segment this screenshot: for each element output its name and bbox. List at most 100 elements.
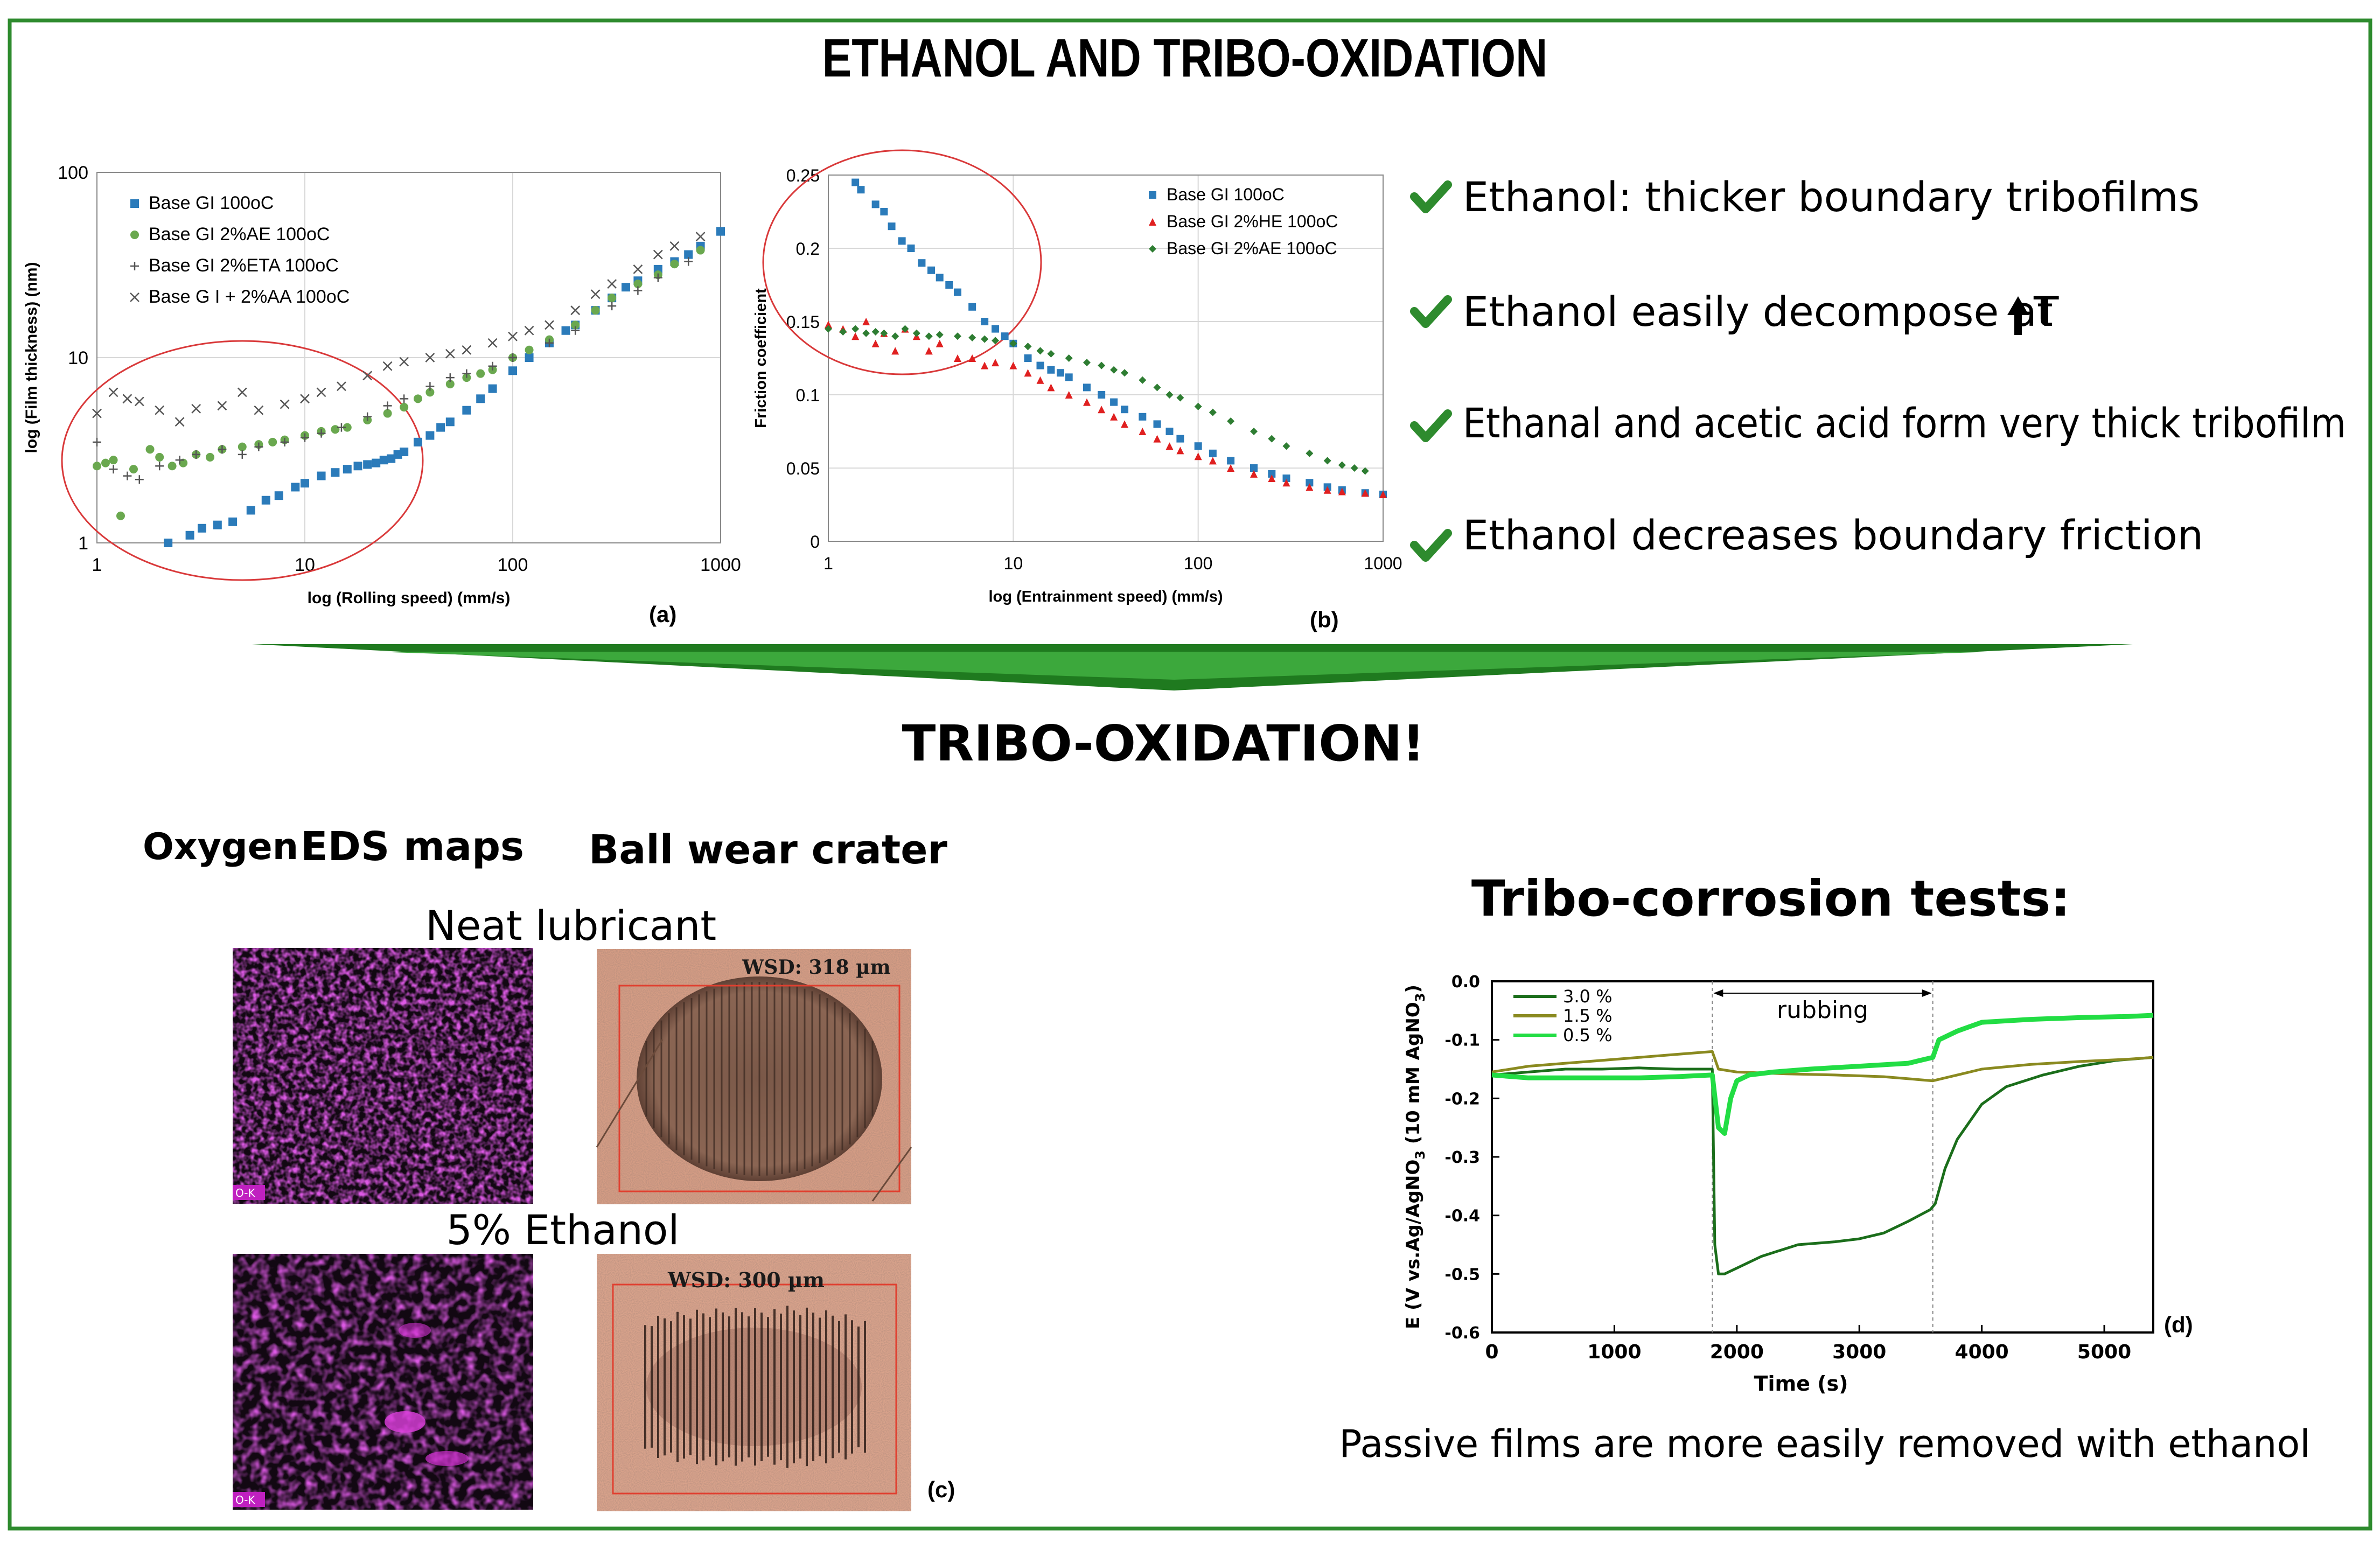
- x-tick-label: 3000: [1832, 1341, 1886, 1363]
- x-tick-label: 5000: [2077, 1341, 2131, 1363]
- data-point: [880, 329, 888, 337]
- data-point: [907, 245, 915, 252]
- data-point: [871, 328, 880, 336]
- data-point: [945, 281, 953, 289]
- data-point: [109, 465, 118, 474]
- data-point: [925, 347, 933, 355]
- data-point: [206, 452, 215, 462]
- y-tick-label: 10: [68, 348, 88, 368]
- data-point: [1024, 354, 1032, 362]
- x-tick-label: 1000: [700, 555, 741, 575]
- label-part: ): [1402, 985, 1424, 993]
- data-point: [291, 483, 300, 492]
- series-line: [1491, 1056, 2154, 1275]
- x-tick-label: 1: [823, 554, 833, 573]
- chart-a-film-thickness: 1 10 100 1 10 100 1000 log (Rolling speed) (mm/…: [23, 163, 741, 627]
- data-point: [857, 186, 865, 194]
- data-point: [317, 471, 326, 480]
- data-point: [825, 320, 832, 329]
- data-point: [1176, 394, 1184, 402]
- data-point: [300, 394, 310, 404]
- data-point: [238, 450, 247, 459]
- bullet-item: Ethanol decreases boundary friction: [1410, 511, 2203, 562]
- bullet-text: Ethanol easily decompose at: [1463, 288, 2053, 336]
- data-point: [1121, 406, 1129, 414]
- data-point: [425, 431, 435, 440]
- data-point: [316, 387, 326, 397]
- data-point: [1176, 446, 1184, 455]
- bullet-item: Ethanol easily decompose at T: [1410, 288, 2059, 336]
- data-point: [968, 333, 976, 341]
- data-point: [891, 347, 899, 355]
- data-point: [301, 479, 309, 488]
- series: [93, 246, 705, 520]
- data-point: [1194, 402, 1202, 410]
- data-point: [1268, 435, 1276, 443]
- bullet-list: Ethanol: thicker boundary tribofilms Eth…: [1410, 173, 2346, 562]
- data-point: [862, 318, 870, 325]
- data-point: [301, 433, 309, 442]
- data-point: [1227, 417, 1235, 425]
- data-point: [343, 423, 352, 432]
- data-point: [145, 445, 155, 454]
- legend-marker: [130, 199, 139, 208]
- data-point: [280, 437, 289, 446]
- data-point: [92, 408, 102, 418]
- series-line: [1491, 1050, 2154, 1083]
- panel-label: (d): [2164, 1312, 2193, 1337]
- data-point: [1165, 428, 1174, 435]
- tribo-corrosion-caption: Passive films are more easily removed wi…: [1339, 1422, 2310, 1466]
- chart-d-tribo-corrosion: 0.0 -0.1 -0.2 -0.3 -0.4 -0.5 -0.6 0 1000 2000 3000…: [1402, 973, 2193, 1396]
- data-point: [175, 417, 185, 427]
- data-point: [337, 381, 346, 392]
- data-point: [382, 361, 393, 371]
- data-point: [116, 511, 125, 520]
- data-point: [274, 491, 283, 500]
- highlight-ellipse: [61, 340, 424, 581]
- data-point: [992, 337, 1000, 345]
- data-point: [508, 366, 517, 375]
- data-point: [400, 447, 409, 456]
- data-point: [508, 331, 518, 341]
- data-point: [1009, 339, 1017, 347]
- data-point: [1338, 461, 1346, 469]
- tribo-corrosion-heading: Tribo-corrosion tests:: [1471, 870, 2070, 927]
- x-tick-label: 0: [1485, 1341, 1498, 1363]
- data-point: [1047, 383, 1055, 392]
- series: [852, 178, 1387, 498]
- data-point: [1250, 428, 1258, 435]
- data-point: [1306, 483, 1314, 491]
- data-point: [135, 475, 144, 484]
- data-point: [488, 361, 497, 371]
- wear-crater-ethanol: WSD: 300 µm: [597, 1254, 911, 1511]
- check-icon: [1410, 180, 1452, 213]
- y-tick-label: 0.05: [786, 459, 820, 478]
- panel-label: (b): [1310, 607, 1339, 632]
- section-subtitle: TRIBO-OXIDATION!: [902, 715, 1425, 772]
- legend-label: Base GI 2%AE 100oC: [149, 224, 330, 245]
- data-point: [968, 303, 976, 311]
- data-point: [622, 283, 631, 292]
- data-point: [525, 353, 534, 362]
- data-point: [261, 496, 270, 505]
- data-point: [175, 456, 184, 465]
- legend-marker: [1149, 218, 1156, 226]
- oxygen-label: Oxygen: [143, 826, 298, 868]
- data-point: [1121, 369, 1129, 377]
- data-point: [918, 259, 926, 267]
- series: [825, 318, 1387, 498]
- data-point: [191, 403, 201, 414]
- data-point: [925, 332, 933, 340]
- wear-scar-diameter-label: WSD: 318 µm: [742, 956, 891, 979]
- x-axis-label: log (Rolling speed) (mm/s): [308, 589, 511, 607]
- data-point: [1209, 408, 1217, 416]
- data-point: [343, 465, 352, 474]
- data-point: [254, 442, 263, 451]
- data-point: [1194, 442, 1202, 450]
- data-point: [1065, 354, 1073, 362]
- data-point: [192, 450, 201, 459]
- data-point: [1338, 487, 1346, 496]
- data-point: [1165, 442, 1174, 450]
- data-point: [1268, 475, 1276, 483]
- data-point: [400, 394, 409, 403]
